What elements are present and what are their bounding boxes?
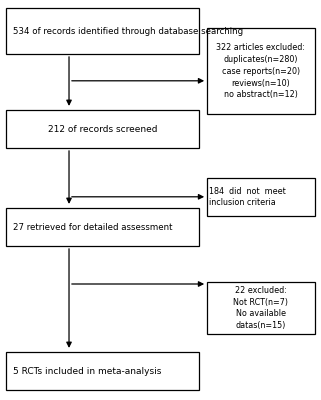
- Text: 22 excluded:
Not RCT(n=7)
No available
datas(n=15): 22 excluded: Not RCT(n=7) No available d…: [233, 286, 288, 330]
- Bar: [207, 178, 315, 216]
- Bar: [6, 208, 199, 246]
- Text: 212 of records screened: 212 of records screened: [48, 124, 158, 134]
- Bar: [207, 28, 315, 114]
- Bar: [207, 282, 315, 334]
- Text: 534 of records identified through database searching: 534 of records identified through databa…: [13, 26, 243, 36]
- Text: 322 articles excluded:
duplicates(n=280)
case reports(n=20)
reviews(n=10)
no abs: 322 articles excluded: duplicates(n=280)…: [216, 43, 305, 99]
- Bar: [6, 110, 199, 148]
- Text: 184  did  not  meet
inclusion criteria: 184 did not meet inclusion criteria: [209, 186, 285, 208]
- Bar: [6, 352, 199, 390]
- Bar: [6, 8, 199, 54]
- Text: 27 retrieved for detailed assessment: 27 retrieved for detailed assessment: [13, 222, 172, 232]
- Text: 5 RCTs included in meta-analysis: 5 RCTs included in meta-analysis: [13, 366, 161, 376]
